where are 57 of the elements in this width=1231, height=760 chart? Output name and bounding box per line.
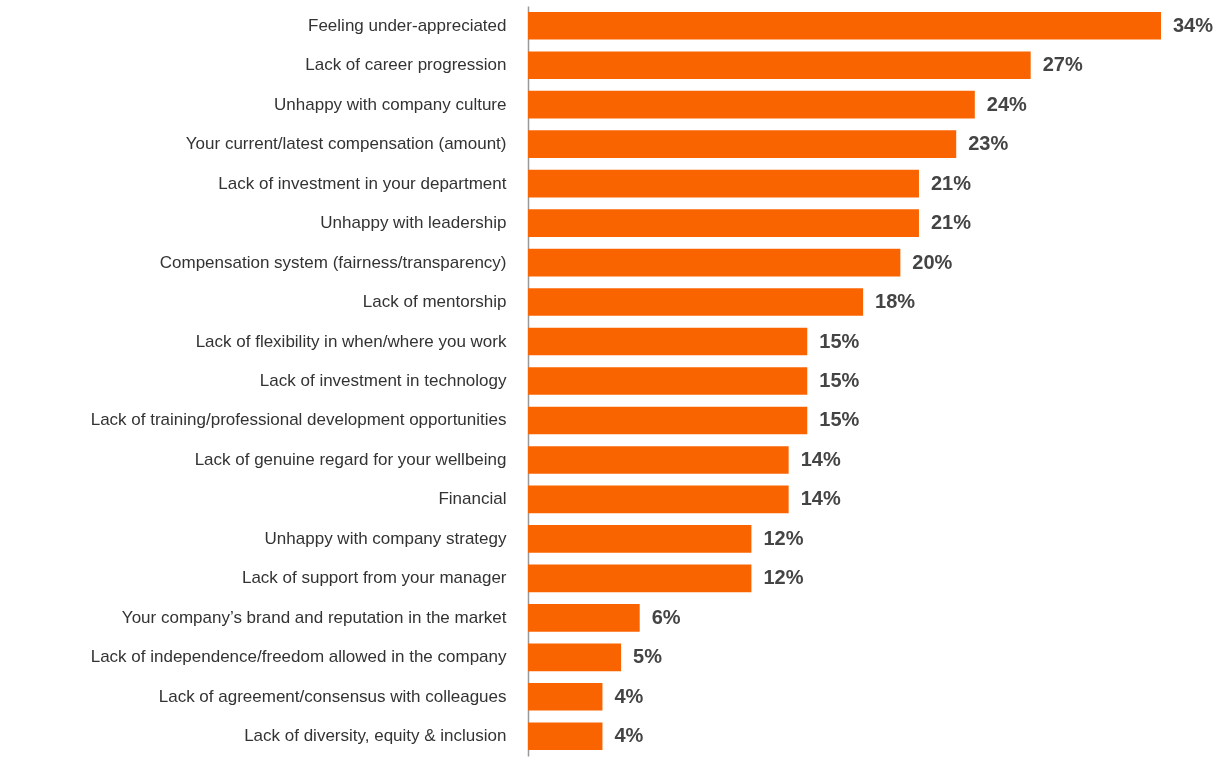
data-label: 18% bbox=[875, 290, 916, 313]
bar bbox=[528, 11, 1161, 40]
y-tick-label: Lack of training/professional development opportunities bbox=[90, 410, 507, 430]
bar bbox=[528, 130, 957, 158]
y-tick-label: Lack of diversity, equity & inclusion bbox=[244, 726, 507, 746]
bar bbox=[528, 564, 752, 593]
bar bbox=[528, 51, 1031, 80]
bar bbox=[528, 288, 864, 316]
data-label: 15% bbox=[819, 408, 860, 431]
y-tick-label: Financial bbox=[438, 489, 507, 509]
data-label: 14% bbox=[800, 487, 841, 510]
bar bbox=[528, 248, 901, 277]
y-tick-label: Lack of genuine regard for your wellbeing bbox=[194, 449, 507, 469]
y-tick-label: Lack of career progression bbox=[305, 55, 507, 75]
bar bbox=[528, 209, 919, 237]
bar bbox=[528, 367, 808, 395]
y-tick-label: Unhappy with company culture bbox=[274, 94, 507, 114]
y-tick-label: Unhappy with leadership bbox=[320, 213, 507, 233]
bar bbox=[528, 446, 789, 474]
data-label: 15% bbox=[819, 329, 860, 352]
bar bbox=[528, 327, 808, 356]
bar bbox=[528, 682, 603, 711]
y-tick-label: Lack of mentorship bbox=[362, 292, 507, 312]
data-label: 4% bbox=[614, 724, 644, 747]
y-tick-label: Unhappy with company strategy bbox=[264, 528, 507, 548]
y-tick-label: Lack of investment in technology bbox=[259, 371, 507, 390]
y-tick-label: Your company’s brand and reputation in the market bbox=[121, 607, 507, 627]
bar bbox=[528, 169, 919, 198]
data-label: 14% bbox=[800, 447, 841, 470]
y-tick-label: Lack of agreement/consensus with colleagues bbox=[158, 686, 507, 706]
data-label: 34% bbox=[1173, 13, 1214, 36]
data-label: 27% bbox=[1042, 53, 1083, 76]
bar bbox=[528, 525, 752, 553]
bar bbox=[528, 90, 975, 119]
data-label: 23% bbox=[968, 132, 1009, 155]
bar bbox=[528, 406, 808, 435]
data-label: 21% bbox=[930, 211, 972, 234]
y-tick-label: Feeling under-appreciated bbox=[308, 15, 507, 35]
y-tick-label: Lack of investment in your department bbox=[218, 173, 507, 193]
y-tick-label: Lack of support from your manager bbox=[241, 568, 507, 588]
data-label: 21% bbox=[930, 171, 972, 194]
data-label: 12% bbox=[763, 526, 804, 549]
y-tick-label: Compensation system (fairness/transparency) bbox=[159, 252, 507, 272]
y-tick-label: Your current/latest compensation (amount) bbox=[185, 134, 507, 154]
bar bbox=[528, 485, 789, 514]
data-label: 5% bbox=[633, 645, 663, 668]
data-label: 24% bbox=[986, 92, 1028, 115]
bar bbox=[528, 643, 622, 672]
data-label: 12% bbox=[763, 566, 804, 589]
data-label: 15% bbox=[819, 369, 860, 391]
bar bbox=[528, 722, 603, 751]
y-tick-label: Lack of flexibility in when/where you work bbox=[195, 331, 507, 351]
data-label: 4% bbox=[614, 684, 644, 707]
data-label: 6% bbox=[651, 605, 681, 628]
y-tick-label: Lack of independence/freedom allowed in the company bbox=[90, 647, 507, 667]
data-label: 20% bbox=[912, 250, 953, 273]
bar bbox=[528, 604, 640, 632]
